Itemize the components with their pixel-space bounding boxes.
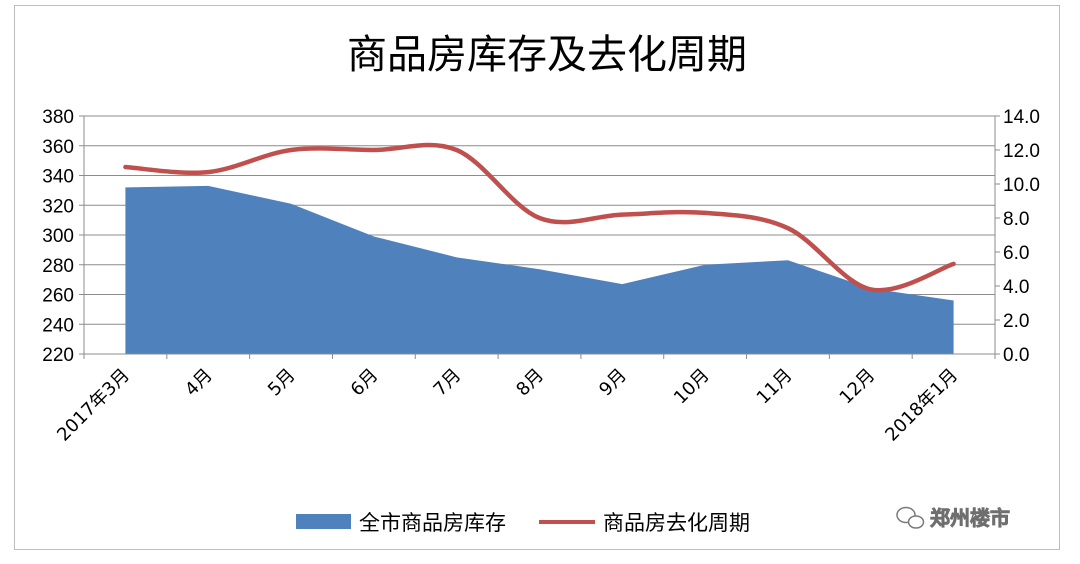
left-tick-label-6: 340 bbox=[42, 167, 74, 188]
right-tick-label-6: 12.0 bbox=[1003, 141, 1040, 162]
chart-title: 商品房库存及去化周期 bbox=[347, 32, 747, 78]
legend-line-label: 商品房去化周期 bbox=[603, 511, 750, 535]
left-axis-ticks: 220 240 260 280 300 320 340 360 380 bbox=[42, 107, 74, 366]
left-tick-label-4: 300 bbox=[42, 226, 74, 247]
right-tick-label-4: 8.0 bbox=[1003, 209, 1029, 230]
left-tick-label-2: 260 bbox=[42, 286, 74, 307]
watermark: 郑州楼市 bbox=[896, 506, 1010, 530]
left-tick-label-5: 320 bbox=[42, 196, 74, 217]
x-tick-label-2: 5月 bbox=[264, 365, 300, 401]
left-tick-label-8: 380 bbox=[42, 107, 74, 128]
x-tick-label-10: 2018年1月 bbox=[881, 365, 962, 446]
x-tick-label-4: 7月 bbox=[430, 365, 466, 401]
wechat-icon bbox=[896, 506, 925, 529]
left-tick-label-0: 220 bbox=[42, 345, 74, 366]
x-tick-label-7: 10月 bbox=[670, 365, 714, 409]
chart-frame: 商品房库存及去化周期 220 240 260 280 300 320 340 360 380 0… bbox=[14, 5, 1060, 550]
cycle-line bbox=[123, 142, 956, 293]
x-tick-label-6: 9月 bbox=[595, 365, 631, 401]
x-tick-label-9: 12月 bbox=[836, 365, 880, 409]
inventory-area-layer bbox=[125, 185, 954, 354]
cycle-line-layer bbox=[123, 142, 956, 293]
right-tick-label-1: 2.0 bbox=[1003, 311, 1029, 332]
watermark-text: 郑州楼市 bbox=[930, 506, 1010, 530]
inventory-area bbox=[125, 185, 954, 354]
x-tick-label-5: 8月 bbox=[512, 365, 548, 401]
right-tick-label-5: 10.0 bbox=[1003, 175, 1040, 196]
right-tick-label-7: 14.0 bbox=[1003, 107, 1040, 128]
right-tick-label-3: 6.0 bbox=[1003, 243, 1029, 264]
right-tick-label-0: 0.0 bbox=[1003, 345, 1029, 366]
legend-area-label: 全市商品房库存 bbox=[359, 511, 506, 535]
legend: 全市商品房库存 商品房去化周期 bbox=[296, 511, 750, 535]
x-tick-label-8: 11月 bbox=[753, 365, 797, 409]
axes bbox=[79, 115, 1000, 359]
left-tick-label-7: 360 bbox=[42, 137, 74, 158]
left-tick-label-1: 240 bbox=[42, 315, 74, 336]
legend-area-swatch bbox=[296, 514, 351, 529]
chart-svg: 商品房库存及去化周期 220 240 260 280 300 320 340 360 380 0… bbox=[42, 32, 1040, 535]
x-axis-ticks: 2017年3月 4月 5月 6月 7月 8月 9月 10月 11月 12月 2018年1月 bbox=[53, 365, 962, 446]
right-axis-ticks: 0.0 2.0 4.0 6.0 8.0 10.0 12.0 14.0 bbox=[1003, 107, 1040, 366]
x-tick-label-1: 4月 bbox=[181, 365, 217, 401]
left-tick-label-3: 280 bbox=[42, 256, 74, 277]
x-tick-label-0: 2017年3月 bbox=[53, 365, 134, 446]
right-tick-label-2: 4.0 bbox=[1003, 277, 1029, 298]
x-tick-label-3: 6月 bbox=[347, 365, 383, 401]
